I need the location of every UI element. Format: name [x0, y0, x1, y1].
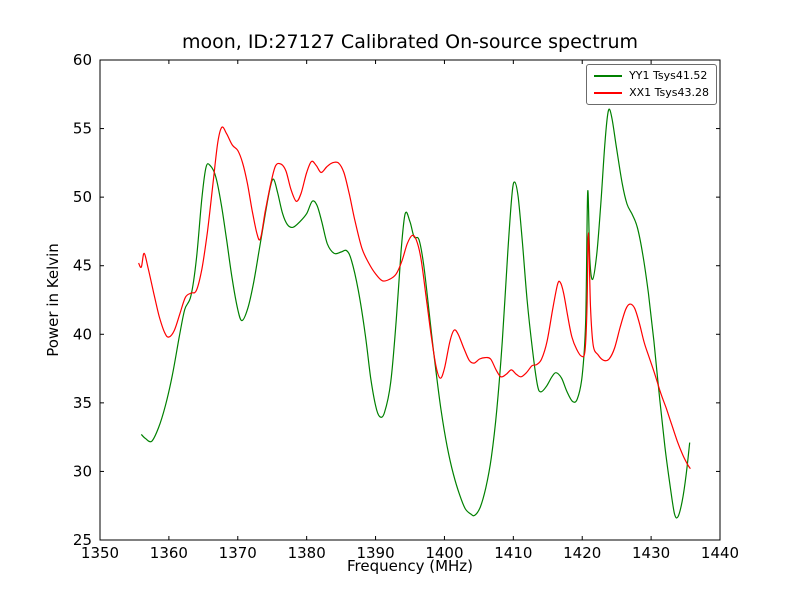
- y-tick-label: 25: [73, 531, 92, 549]
- y-tick-label: 30: [73, 462, 92, 480]
- x-tick-label: 1440: [701, 544, 739, 562]
- legend: YY1 Tsys41.52 XX1 Tsys43.28: [586, 64, 717, 105]
- legend-label-xx1: XX1 Tsys43.28: [629, 86, 709, 99]
- x-tick-label: 1360: [150, 544, 188, 562]
- x-tick-label: 1350: [81, 544, 119, 562]
- x-tick-label: 1380: [288, 544, 326, 562]
- y-tick-label: 45: [73, 257, 92, 275]
- xx1-line-sample-icon: [594, 92, 623, 94]
- x-tick-label: 1430: [632, 544, 670, 562]
- axes-frame: [99, 59, 721, 541]
- legend-entry-xx1: XX1 Tsys43.28: [594, 86, 709, 100]
- legend-label-yy1: YY1 Tsys41.52: [629, 69, 708, 82]
- y-tick-label: 50: [73, 188, 92, 206]
- x-tick-label: 1400: [425, 544, 463, 562]
- yy1-line-sample-icon: [594, 75, 623, 77]
- x-tick-label: 1390: [356, 544, 394, 562]
- y-tick-label: 35: [73, 394, 92, 412]
- series-line-0: [140, 108, 691, 519]
- legend-entry-yy1: YY1 Tsys41.52: [594, 69, 709, 83]
- x-tick-label: 1410: [494, 544, 532, 562]
- y-tick-label: 55: [73, 120, 92, 138]
- y-axis-label: Power in Kelvin: [44, 243, 62, 357]
- chart-title: moon, ID:27127 Calibrated On-source spec…: [181, 31, 639, 53]
- x-tick-label: 1420: [563, 544, 601, 562]
- y-tick-label: 40: [73, 325, 92, 343]
- x-tick-label: 1370: [219, 544, 257, 562]
- x-axis-label: Frequency (MHz): [346, 557, 474, 575]
- y-tick-label: 60: [73, 51, 92, 69]
- series-line-1: [138, 126, 691, 470]
